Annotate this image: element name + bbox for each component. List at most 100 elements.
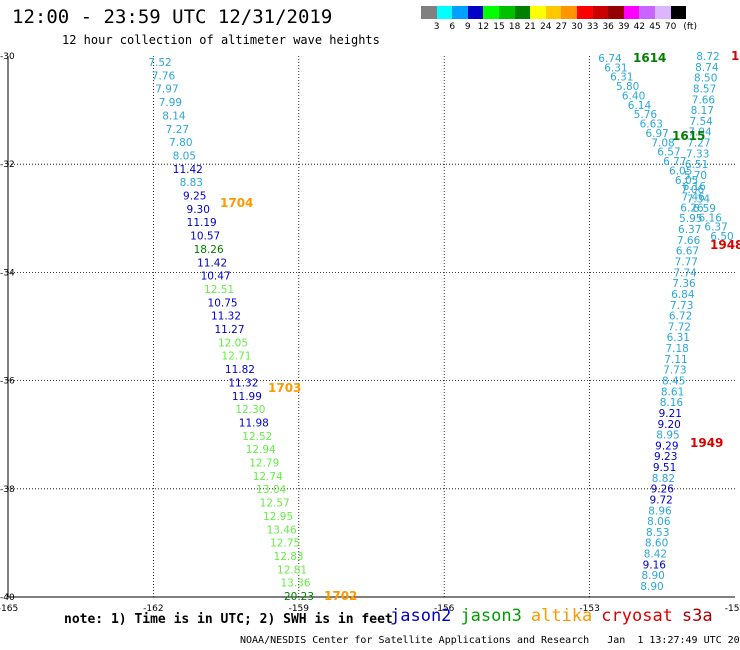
wave-height-value: 8.06	[647, 516, 671, 528]
wave-height-value: 7.54	[689, 116, 713, 128]
legend-label: 45	[649, 22, 661, 32]
wave-height-value: 18.26	[194, 244, 224, 256]
credit-line: NOAA/NESDIS Center for Satellite Applica…	[240, 635, 740, 646]
satellite-legend: jason2 jason3 altika cryosat s3a	[390, 606, 722, 626]
wave-height-value: 7.66	[692, 94, 716, 106]
wave-height-value: 11.32	[211, 311, 241, 323]
wave-height-value: 13.36	[280, 578, 310, 590]
wave-height-value: 9.29	[655, 440, 678, 452]
wave-height-value: 7.27	[166, 124, 189, 136]
pass-number-label: 1703	[268, 381, 301, 395]
legend-swatch	[623, 6, 640, 19]
wave-height-value: 8.90	[641, 570, 664, 582]
footnote: note: 1) Time is in UTC; 2) SWH is in fe…	[64, 612, 393, 627]
wave-height-value: 12.52	[242, 431, 272, 443]
wave-height-value: 7.27	[687, 138, 710, 150]
wave-height-value: 6.72	[669, 311, 692, 323]
legend-swatch	[608, 6, 624, 19]
wave-height-value: 11.42	[173, 164, 203, 176]
wave-height-value: 6.31	[667, 332, 690, 344]
pass-number-label: 1615	[672, 129, 705, 143]
pass-number-label: 1704	[220, 196, 253, 210]
wave-height-value: 12.75	[270, 538, 300, 550]
wave-height-value: 6.26	[680, 202, 704, 214]
wave-height-value: 8.82	[652, 473, 675, 485]
wave-height-value: 12.71	[221, 351, 251, 363]
wave-height-value: 5.76	[634, 109, 658, 121]
wave-height-value: 10.57	[190, 231, 220, 243]
legend-label: 30	[571, 22, 583, 32]
legend-label: 27	[555, 22, 568, 32]
longitude-tick-label: -156	[434, 604, 455, 614]
legend-swatch	[499, 6, 515, 19]
pass-number-label: 1948	[710, 238, 740, 252]
wave-height-value: 11.27	[214, 324, 244, 336]
wave-height-value: 8.96	[648, 505, 672, 517]
wave-height-value: 11.99	[232, 391, 262, 403]
wave-height-value: 7.94	[688, 127, 712, 139]
legend-swatch	[639, 6, 655, 19]
wave-height-value: 8.50	[694, 73, 717, 85]
latitude-tick-label: -34	[0, 268, 15, 278]
wave-height-value: 7.46	[681, 192, 705, 204]
legend-swatch	[467, 6, 484, 19]
wave-height-value: 8.74	[695, 62, 719, 74]
pass-number-label: 1	[731, 49, 739, 63]
wave-height-value: 6.97	[645, 128, 668, 140]
wave-height-value: 6.31	[604, 62, 627, 74]
wave-height-value: 8.72	[696, 51, 719, 63]
wave-height-value: 8.53	[646, 527, 669, 539]
wave-height-value: 9.26	[651, 484, 675, 496]
wave-height-value: 12.74	[253, 471, 283, 483]
wave-height-value: 5.80	[616, 81, 639, 93]
wave-height-value: 11.19	[187, 217, 217, 229]
wave-height-value: 6.51	[685, 159, 708, 171]
wave-height-value: 8.83	[180, 177, 203, 189]
legend-swatch	[561, 6, 577, 19]
wave-height-value: 8.90	[640, 581, 663, 593]
wave-height-value: 6.31	[610, 72, 633, 84]
legend-label: 6	[449, 22, 456, 32]
satellite-name: s3a	[681, 606, 713, 626]
wave-height-value: 8.60	[645, 538, 668, 550]
wave-height-value: 10.75	[208, 297, 238, 309]
latitude-tick-label: -40	[0, 593, 15, 603]
wave-height-value: 7.52	[148, 57, 171, 69]
wave-height-value: 6.63	[640, 119, 663, 131]
legend-label: 21	[524, 22, 536, 32]
wave-height-value: 8.57	[693, 83, 716, 95]
wave-height-value: 13.46	[267, 524, 297, 536]
longitude-tick-label: -153	[579, 604, 599, 614]
legend-swatch	[483, 6, 499, 19]
satellite-name: altika	[530, 606, 593, 626]
wave-height-value: 9.30	[187, 204, 210, 216]
wave-height-value: 7.72	[668, 321, 691, 333]
wave-height-value: 8.95	[656, 430, 679, 442]
latitude-tick-label: -32	[0, 160, 15, 170]
wave-height-value: 9.21	[659, 408, 682, 420]
wave-height-value: 7.06	[681, 184, 705, 196]
wave-height-value: 6.57	[657, 147, 680, 159]
satellite-name: cryosat	[601, 606, 673, 626]
longitude-tick-label: -150	[725, 604, 740, 614]
wave-height-value: 8.14	[162, 110, 186, 122]
wave-height-value: 9.23	[654, 451, 677, 463]
wave-height-value: 6.37	[678, 224, 701, 236]
wave-height-value: 11.42	[197, 257, 227, 269]
legend-label: 12	[477, 22, 490, 32]
wave-height-value: 12.94	[246, 444, 276, 456]
wave-height-value: 6.40	[622, 90, 645, 102]
wave-height-value: 8.16	[660, 397, 684, 409]
legend-label: 33	[586, 22, 599, 32]
wave-height-value: 7.08	[651, 137, 674, 149]
wave-height-value: 7.99	[159, 97, 182, 109]
wave-height-value: 12.05	[218, 337, 248, 349]
longitude-tick-label: -162	[143, 604, 163, 614]
wave-height-value: 6.67	[676, 246, 699, 258]
wave-height-value: 6.77	[663, 156, 686, 168]
legend-label: 70	[664, 22, 677, 32]
wave-height-value: 7.34	[687, 194, 711, 206]
wave-height-value: 7.11	[664, 354, 687, 366]
wave-height-value: 6.16	[683, 181, 707, 193]
wave-height-value: 12.51	[204, 284, 234, 296]
